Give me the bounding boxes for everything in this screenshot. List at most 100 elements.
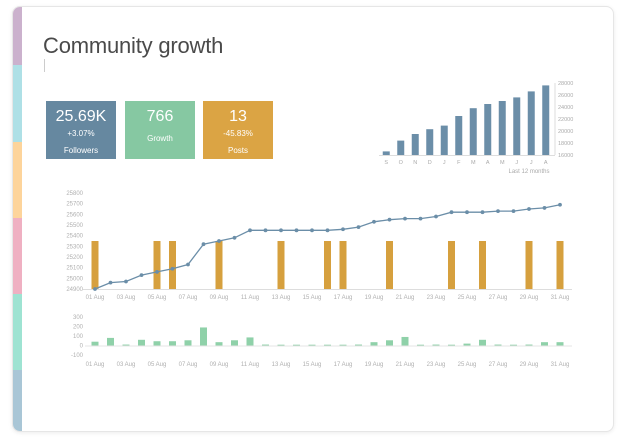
post-day-bar	[91, 241, 99, 289]
month-tick-label: A	[486, 160, 490, 166]
post-day-bar	[556, 241, 564, 289]
x-tick-label: 17 Aug	[334, 362, 353, 368]
y-tick-label: 20000	[558, 129, 573, 135]
y-tick-label: 25300	[66, 244, 83, 250]
dashboard-card: Community growth 25.69K +3.07% Followers…	[12, 6, 614, 432]
x-tick-label: 01 Aug	[86, 295, 105, 301]
followers-point	[403, 216, 407, 221]
x-tick-label: 13 Aug	[272, 295, 291, 301]
growth-bar	[231, 340, 238, 346]
posts-kpi-tile[interactable]: 13 -45.83% Posts	[203, 101, 273, 159]
followers-point	[217, 239, 221, 243]
x-tick-label: 27 Aug	[489, 295, 508, 301]
x-tick-label: 29 Aug	[520, 362, 539, 368]
x-tick-label: 23 Aug	[427, 295, 446, 301]
x-tick-label: 25 Aug	[458, 295, 477, 301]
growth-bar	[215, 342, 223, 346]
growth-bar	[355, 344, 362, 346]
x-tick-label: 01 Aug	[86, 362, 105, 368]
x-tick-label: 11 Aug	[241, 295, 259, 301]
y-tick-label: 25500	[66, 223, 83, 229]
posts-value: 13	[229, 108, 247, 125]
month-tick-label: M	[500, 160, 505, 166]
growth-bar	[401, 336, 409, 346]
posts-change: -45.83%	[223, 129, 253, 138]
daily-followers-chart: 25800 25700 25600 25500 25400 25300 25200 25100…	[66, 191, 572, 301]
y-tick-label: 300	[73, 315, 84, 321]
growth-bar	[339, 344, 347, 346]
followers-point	[294, 228, 299, 233]
x-tick-label: 15 Aug	[303, 295, 322, 301]
post-day-bar	[277, 241, 285, 289]
followers-point	[248, 228, 252, 233]
color-stripe	[13, 294, 22, 370]
followers-point	[418, 216, 423, 221]
color-stripe	[13, 142, 22, 218]
y-tick-label: 16000	[558, 153, 573, 159]
growth-bar	[308, 344, 316, 346]
y-tick-label: 25100	[66, 266, 83, 272]
y-tick-label: 25800	[66, 191, 83, 197]
followers-point	[527, 207, 531, 211]
month-tick-label: J	[443, 160, 446, 166]
y-tick-label: 18000	[558, 141, 573, 147]
post-day-bar	[339, 241, 347, 289]
growth-value: 766	[146, 108, 174, 125]
monthly-bar	[455, 116, 463, 155]
followers-point	[496, 209, 500, 214]
followers-point	[186, 262, 190, 267]
page-title: Community growth	[43, 33, 224, 58]
growth-bar	[153, 341, 161, 346]
growth-bar	[494, 344, 502, 346]
growth-bar	[463, 343, 471, 346]
growth-bar	[370, 342, 378, 346]
monthly-bar	[397, 140, 405, 155]
x-tick-label: 23 Aug	[427, 362, 446, 368]
followers-point	[341, 227, 345, 232]
followers-point	[124, 279, 128, 284]
posts-label: Posts	[227, 146, 248, 155]
growth-bar	[107, 337, 114, 346]
growth-bar	[91, 341, 99, 346]
post-day-bar	[386, 241, 393, 289]
post-day-bar	[215, 241, 223, 289]
growth-bar	[293, 344, 300, 346]
month-tick-label: M	[471, 160, 476, 166]
color-stripe	[13, 7, 22, 65]
followers-point	[387, 217, 392, 222]
monthly-bar	[484, 104, 492, 155]
growth-bar	[510, 344, 517, 346]
post-day-bar	[169, 241, 176, 289]
monthly-bar	[411, 134, 419, 155]
post-day-bar	[525, 241, 533, 289]
growth-bar	[122, 344, 130, 346]
followers-kpi-tile[interactable]: 25.69K +3.07% Followers	[46, 101, 116, 159]
followers-change: +3.07%	[67, 129, 95, 138]
followers-point	[139, 273, 144, 278]
y-tick-label: 25000	[66, 276, 83, 282]
y-tick-label: 22000	[558, 117, 573, 123]
x-tick-label: 05 Aug	[148, 295, 167, 301]
x-tick-label: 31 Aug	[551, 362, 570, 368]
x-tick-label: 27 Aug	[489, 362, 508, 368]
month-tick-label: J	[515, 160, 518, 166]
followers-point	[93, 287, 97, 291]
growth-bar	[432, 344, 440, 346]
color-stripe	[13, 65, 22, 142]
x-tick-label: 15 Aug	[303, 362, 322, 368]
followers-point	[558, 202, 562, 207]
post-day-bar	[448, 241, 455, 289]
followers-point	[511, 209, 516, 214]
monthly-bar	[469, 108, 477, 155]
growth-bar	[138, 339, 145, 346]
y-tick-label: 25200	[66, 255, 83, 261]
growth-kpi-tile[interactable]: 766 Growth	[125, 101, 195, 159]
y-tick-label: -100	[71, 353, 84, 359]
growth-bar	[169, 341, 176, 346]
growth-label: Growth	[147, 134, 173, 143]
growth-bar	[541, 342, 548, 346]
monthly-bar	[440, 125, 448, 155]
followers-point	[372, 219, 376, 224]
y-tick-label: 24900	[66, 287, 83, 293]
post-day-bar	[324, 241, 331, 289]
